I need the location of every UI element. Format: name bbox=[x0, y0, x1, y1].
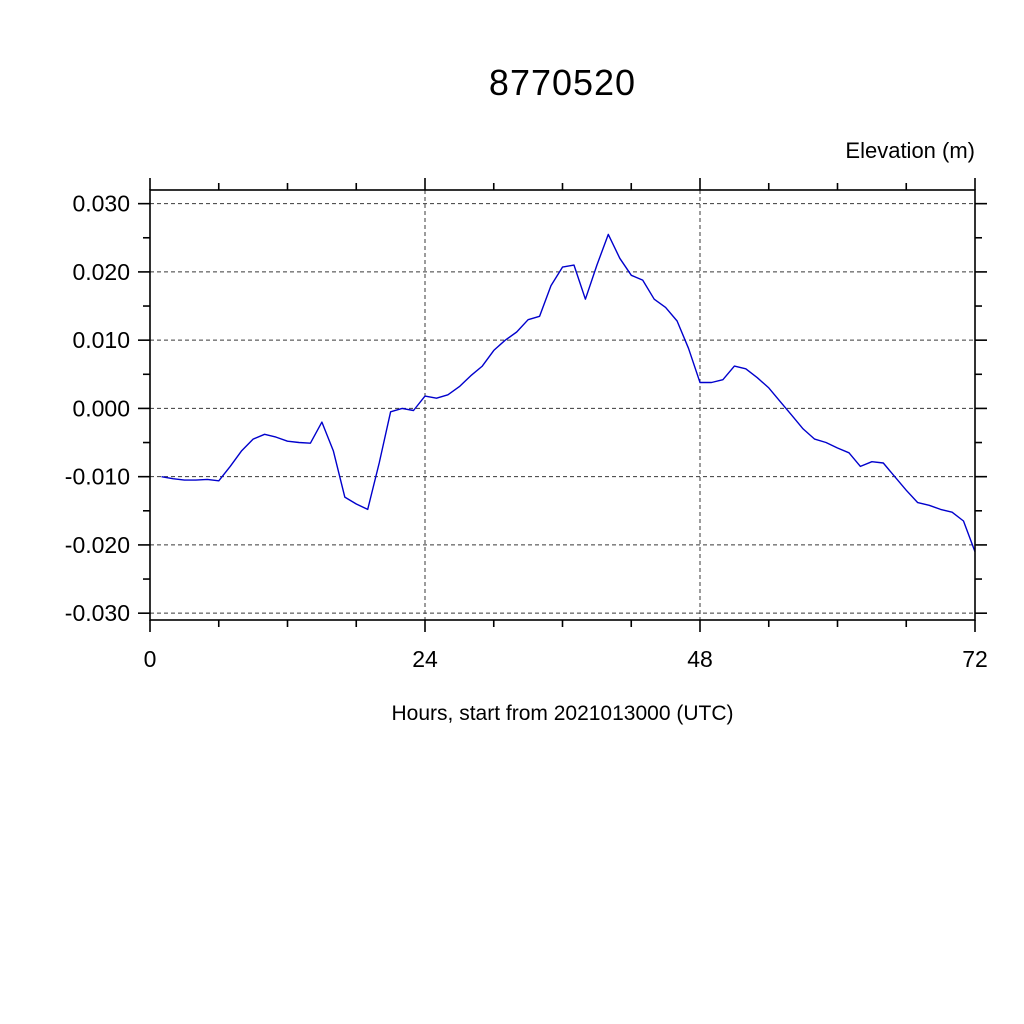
elevation-series-line bbox=[161, 233, 976, 552]
y-tick-label: 0.030 bbox=[72, 191, 130, 217]
plot-border bbox=[149, 189, 976, 621]
y-tick-label: -0.020 bbox=[65, 532, 130, 558]
y-tick-label: 0.010 bbox=[72, 327, 130, 353]
x-tick-label: 72 bbox=[962, 646, 988, 672]
x-tick-label: 0 bbox=[144, 646, 157, 672]
y-tick-label: 0.000 bbox=[72, 395, 130, 421]
y-tick-label: 0.020 bbox=[72, 259, 130, 285]
y-axis-title: Elevation (m) bbox=[845, 138, 975, 163]
chart-title: 8770520 bbox=[488, 62, 637, 103]
y-tick-label: -0.030 bbox=[65, 600, 130, 626]
x-tick-label: 24 bbox=[412, 646, 438, 672]
x-axis-title: Hours, start from 2021013000 (UTC) bbox=[391, 702, 734, 725]
y-tick-label: -0.010 bbox=[65, 464, 130, 490]
x-tick-label: 48 bbox=[687, 646, 713, 672]
